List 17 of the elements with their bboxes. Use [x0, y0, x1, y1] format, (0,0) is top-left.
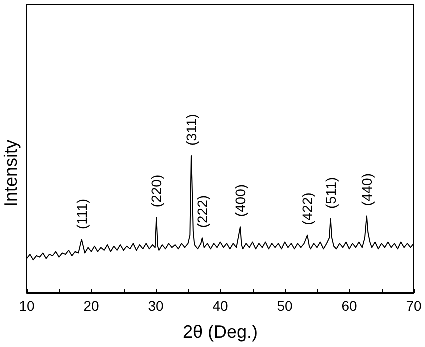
x-tick-label: 30	[148, 298, 164, 314]
x-tick-label: 40	[212, 298, 228, 314]
annotation: (220)	[148, 174, 165, 208]
annotation: (511)	[322, 177, 339, 209]
annotation: (422)	[300, 192, 316, 226]
annotation: (111)	[74, 198, 90, 230]
x-tick-label: 60	[342, 298, 358, 314]
y-axis-title: Intensity	[1, 140, 21, 208]
annotation: (222)	[194, 195, 210, 228]
x-tick-label: 20	[84, 298, 100, 314]
x-axis-title: 2θ (Deg.)	[182, 322, 258, 342]
annotation: (440)	[358, 174, 375, 206]
x-tick-label: 70	[406, 298, 422, 314]
annotation: (400)	[232, 184, 248, 218]
x-tick-label: 10	[19, 298, 35, 314]
annotation: (311)	[183, 114, 200, 146]
x-tick-label: 50	[277, 298, 293, 314]
